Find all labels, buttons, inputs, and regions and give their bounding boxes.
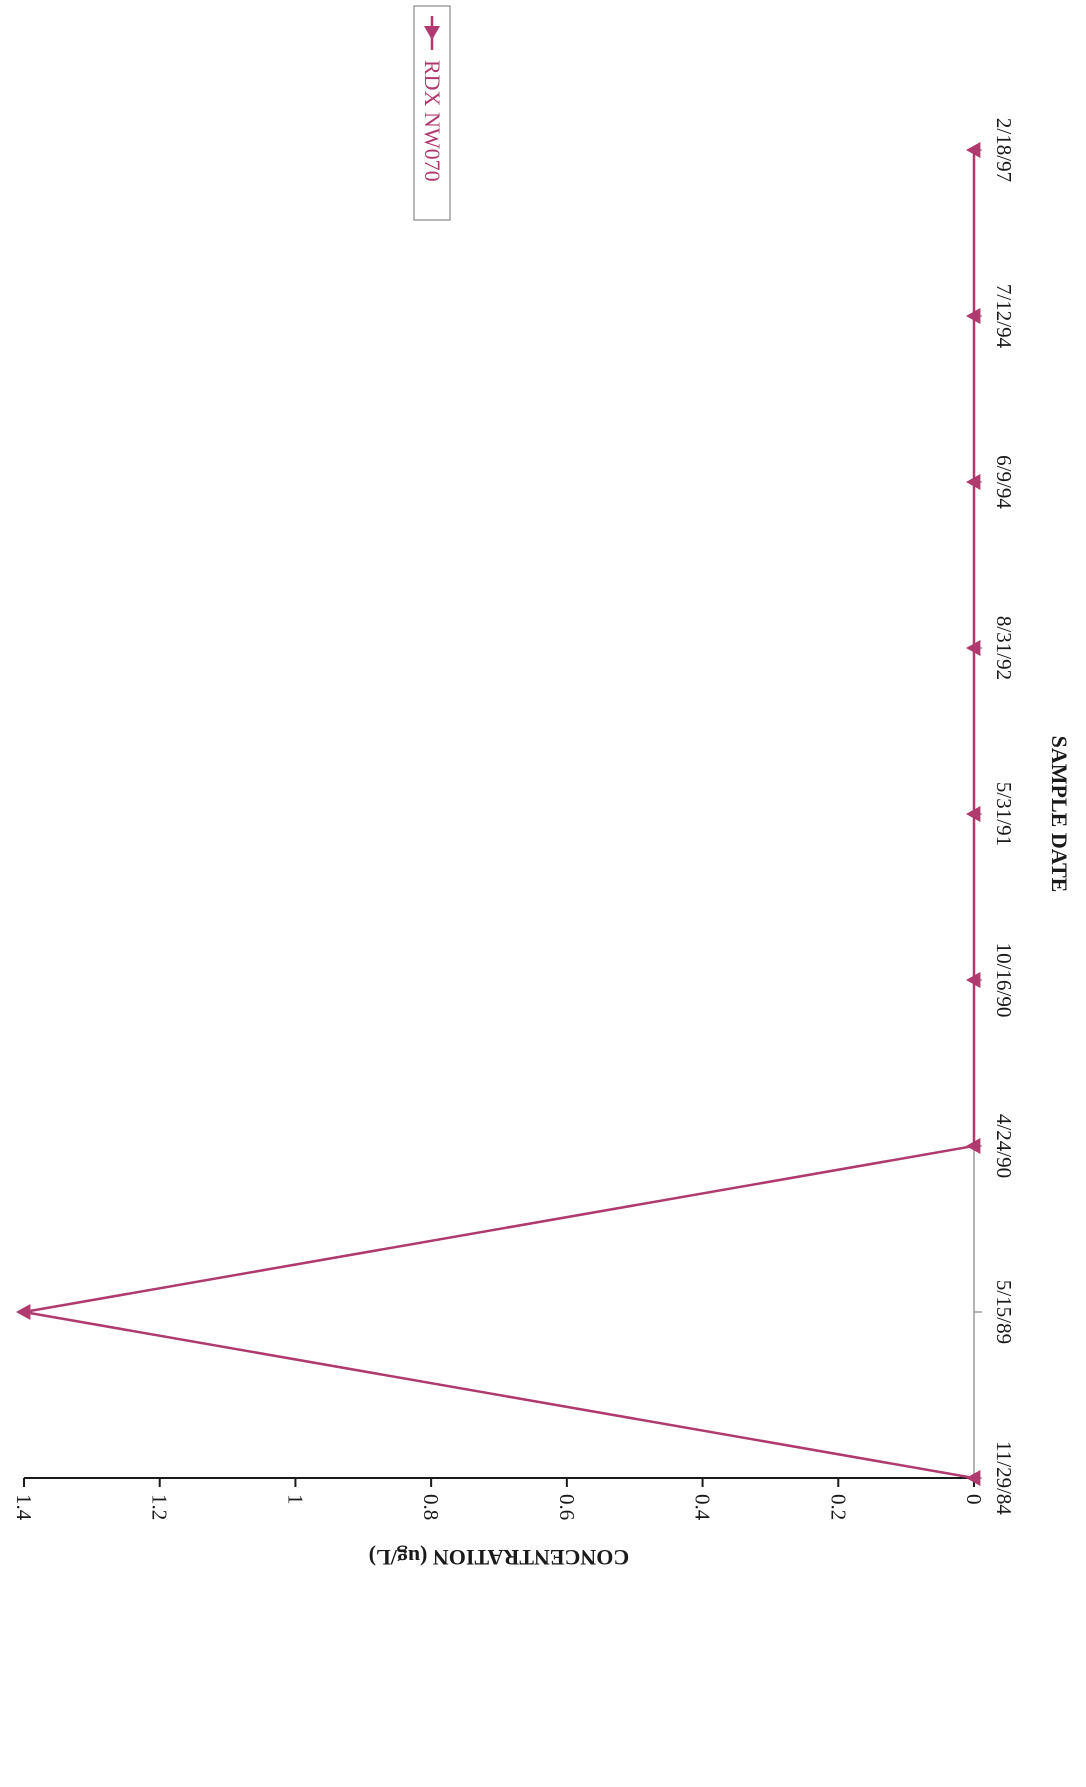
y-tick-label: 0.8 [419,1494,443,1520]
x-tick-label: 2/18/97 [992,118,1016,182]
y-tick-label: 0.2 [826,1494,850,1520]
y-tick-label: 0.6 [555,1494,579,1520]
x-tick-label: 7/12/94 [992,284,1016,349]
legend-box [413,5,451,221]
data-point [966,308,981,324]
x-axis-title: SAMPLE DATE [1047,736,1072,893]
x-tick-label: 5/31/91 [992,782,1016,846]
data-point [966,640,981,656]
x-axis: 11/29/84 5/15/89 4/24/90 10/16/90 5/31/91 8/3… [973,118,1016,1515]
x-tick-label: 6/9/94 [992,455,1016,509]
legend: RDX NW070 [413,5,451,221]
rotated-chart-group: 0 0.2 0.4 0.6 0.8 1 1.2 1.4 11/29/84 5/15/89 4/24… [12,5,1072,1570]
y-tick-label: 0 [962,1494,986,1505]
series-line [23,150,976,1480]
y-tick-label: 0.4 [691,1494,715,1521]
y-tick-label: 1.2 [148,1494,172,1520]
y-tick-label: 1.4 [12,1494,36,1521]
y-axis-title: CONCENTRATION (ug/L) [369,1545,630,1570]
data-point [966,474,981,490]
data-point [16,1304,31,1320]
x-tick-label: 10/16/90 [992,943,1016,1018]
x-tick-label: 4/24/90 [992,1114,1016,1178]
x-tick-label: 8/31/92 [992,616,1016,680]
legend-swatch-marker [424,26,440,40]
y-axis: 0 0.2 0.4 0.6 0.8 1 1.2 1.4 [12,1477,986,1521]
legend-label: RDX NW070 [420,60,445,182]
data-point [966,1470,981,1486]
data-point [966,972,981,988]
data-point [966,142,981,158]
series-group [16,142,981,1486]
x-tick-label: 11/29/84 [992,1441,1016,1515]
data-point [966,806,981,822]
y-tick-label: 1 [283,1494,307,1505]
x-tick-label: 5/15/89 [992,1280,1016,1344]
data-point [966,1138,981,1154]
